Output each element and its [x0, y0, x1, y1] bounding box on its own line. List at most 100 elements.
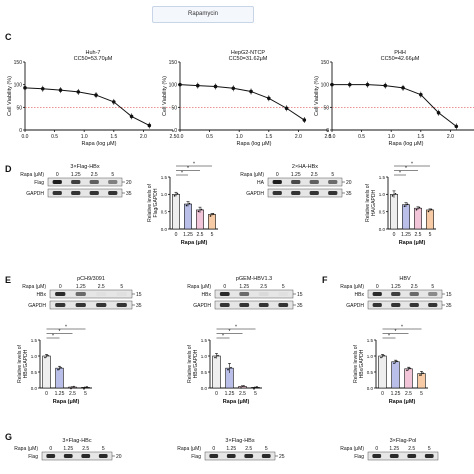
- significance-star: *: [52, 334, 54, 340]
- replicate-dot: [60, 366, 62, 369]
- y-tick-label: 0.0: [161, 227, 168, 232]
- replicate-dot: [430, 208, 433, 211]
- blot-row-label: Flag: [28, 454, 38, 460]
- y-tick-label: 1.0: [379, 192, 386, 197]
- blot-band: [258, 292, 269, 296]
- blot-lane-label: 1.25: [63, 446, 73, 452]
- replicate-dot: [200, 208, 203, 211]
- blot-band: [219, 303, 230, 307]
- blot-band: [389, 454, 399, 458]
- blot-lane-label: 1.25: [71, 172, 81, 178]
- replicate-dot: [422, 372, 424, 374]
- blot-lane-label: 1.25: [239, 284, 249, 290]
- replicate-dot: [243, 385, 245, 387]
- rapamycin-label: Rapamycin: [187, 11, 218, 17]
- category-label: 2.5: [197, 232, 204, 238]
- blot-band: [291, 180, 301, 184]
- category-label: 1.25: [391, 391, 401, 397]
- y-tick-label: 1.0: [31, 354, 38, 359]
- category-label: 5: [211, 232, 214, 238]
- y-tick-label: 0.0: [201, 386, 208, 391]
- curve-subtitle: CC50=31.62μM: [229, 56, 268, 62]
- replicate-dot: [403, 205, 406, 208]
- x-axis-label: Rapa (μM): [181, 240, 208, 246]
- y-tick-label: 100: [169, 83, 178, 89]
- blot-row-label: Flag: [34, 180, 44, 186]
- blot-lane-label: 0: [212, 446, 215, 452]
- blot-row-label: GAPDH: [26, 191, 44, 197]
- category-label: 2.5: [415, 232, 422, 238]
- y-axis-label: Relative levels of: [187, 344, 193, 382]
- blot-lane-label: 0: [375, 446, 378, 452]
- y-tick-label: 1.5: [379, 175, 386, 180]
- y-tick-label: 1.5: [367, 338, 374, 343]
- x-tick-label: 0.5: [51, 134, 58, 140]
- blot-band: [71, 180, 81, 184]
- blot-band: [75, 303, 86, 307]
- marker-label: 35: [346, 191, 352, 197]
- blot-title: 3×Flag-Pol: [390, 438, 417, 444]
- significance-star: *: [222, 334, 224, 340]
- curve-title: PHH: [394, 50, 406, 56]
- blot-band: [372, 454, 382, 458]
- marker-label: 25: [279, 454, 285, 460]
- x-axis-label: Rapa (log μM): [237, 141, 272, 147]
- blot-lane-label: 2.5: [260, 284, 267, 290]
- marker-label: 15: [446, 292, 452, 298]
- blot-header-label: Rapa (μM): [177, 446, 201, 452]
- blot-band: [244, 454, 254, 458]
- panel-letter-G: G: [5, 432, 12, 442]
- blot-band: [108, 180, 118, 184]
- blot-lane-label: 5: [111, 172, 114, 178]
- category-label: 2.5: [69, 391, 76, 397]
- blot-title: 3×Flag-HBc: [62, 438, 91, 444]
- blot-lane-label: 5: [102, 446, 105, 452]
- replicate-dot: [393, 362, 395, 365]
- x-tick-label: 0.0: [177, 134, 184, 140]
- replicate-dot: [230, 366, 232, 369]
- marker-label: 35: [126, 191, 132, 197]
- fit-curve: [332, 84, 457, 127]
- x-axis-label: Rapa (μM): [223, 399, 250, 405]
- replicate-dot: [73, 385, 75, 388]
- marker-label: 20: [126, 180, 132, 186]
- replicate-dot: [185, 204, 188, 207]
- category-label: 1.25: [225, 391, 235, 397]
- blot-lane-label: 0: [276, 172, 279, 178]
- blot-band: [328, 180, 338, 184]
- blot-header-label: Rapa (μM): [20, 172, 44, 178]
- blot-row-label: GAPDH: [193, 303, 211, 309]
- y-tick-label: 50: [16, 105, 22, 111]
- blot-title: pCH9/3091: [77, 276, 105, 282]
- blot-lane-label: 0: [49, 446, 52, 452]
- y-tick-label: 1.5: [201, 338, 208, 343]
- bar: [55, 367, 64, 389]
- blot-header-label: Rapa (μM): [340, 284, 364, 290]
- replicate-dot: [383, 354, 385, 357]
- category-label: 2.5: [239, 391, 246, 397]
- replicate-dot: [256, 386, 258, 388]
- category-label: 1.25: [401, 232, 411, 238]
- blot-lane-label: 1.25: [76, 284, 86, 290]
- blot-title: 3×Flag-HBx: [70, 164, 99, 170]
- replicate-dot: [380, 356, 382, 359]
- significance-star: *: [181, 171, 183, 177]
- blot-band: [89, 180, 99, 184]
- blot-band: [278, 292, 289, 296]
- bar: [426, 209, 434, 230]
- y-tick-label: 0: [326, 128, 329, 134]
- blot-band: [407, 454, 417, 458]
- y-tick-label: 0.5: [367, 370, 374, 375]
- replicate-dot: [173, 195, 176, 197]
- marker-label: 15: [297, 292, 303, 298]
- blot-band: [309, 180, 319, 184]
- blot-lane-label: 2.5: [408, 446, 415, 452]
- blot-band: [63, 454, 73, 458]
- blot-row-label: HBx: [37, 292, 47, 298]
- significance-star: *: [65, 325, 67, 331]
- bar: [414, 207, 422, 230]
- curve-subtitle: CC50=53.70μM: [74, 56, 113, 62]
- y-tick-label: 0.0: [379, 227, 386, 232]
- fit-curve: [24, 87, 150, 126]
